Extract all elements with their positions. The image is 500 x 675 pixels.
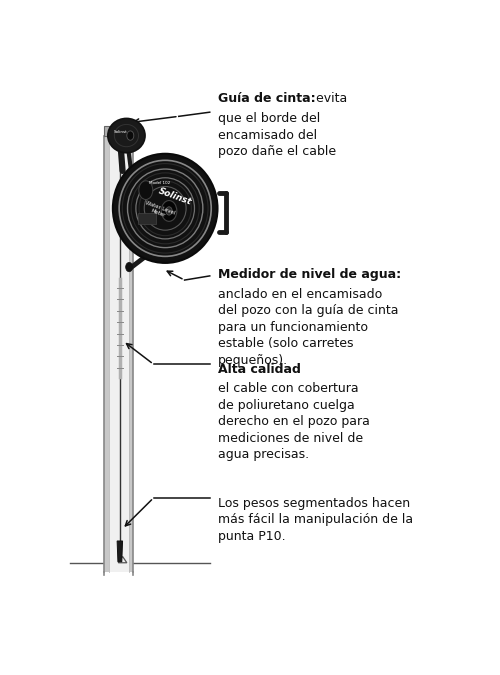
Text: Solinst: Solinst (157, 187, 193, 207)
Ellipse shape (113, 154, 218, 263)
Text: que el borde del
encamisado del
pozo dañe el cable: que el borde del encamisado del pozo dañ… (218, 112, 336, 158)
Text: Alta calidad: Alta calidad (218, 362, 300, 376)
Polygon shape (117, 541, 122, 562)
Ellipse shape (108, 118, 145, 153)
Polygon shape (104, 136, 108, 572)
Polygon shape (104, 126, 134, 136)
Circle shape (127, 131, 134, 140)
Text: evita: evita (312, 92, 348, 105)
Text: Medidor de nivel de agua:: Medidor de nivel de agua: (218, 268, 400, 281)
Text: Solinst: Solinst (114, 130, 128, 134)
Circle shape (166, 207, 172, 215)
Polygon shape (108, 136, 129, 572)
Text: Guía de cinta:: Guía de cinta: (218, 92, 315, 105)
Text: anclado en el encamisado
del pozo con la guía de cinta
para un funcionamiento
es: anclado en el encamisado del pozo con la… (218, 288, 398, 367)
Circle shape (162, 200, 177, 221)
Circle shape (126, 263, 132, 272)
Circle shape (139, 181, 153, 200)
Text: Model 102: Model 102 (149, 182, 170, 186)
FancyBboxPatch shape (138, 213, 156, 225)
Text: Los pesos segmentados hacen
más fácil la manipulación de la
punta P10.: Los pesos segmentados hacen más fácil la… (218, 497, 412, 543)
Text: Water Level
Meter: Water Level Meter (143, 200, 176, 221)
Text: el cable con cobertura
de poliuretano cuelga
derecho en el pozo para
mediciones : el cable con cobertura de poliuretano cu… (218, 383, 370, 462)
Polygon shape (129, 136, 134, 572)
